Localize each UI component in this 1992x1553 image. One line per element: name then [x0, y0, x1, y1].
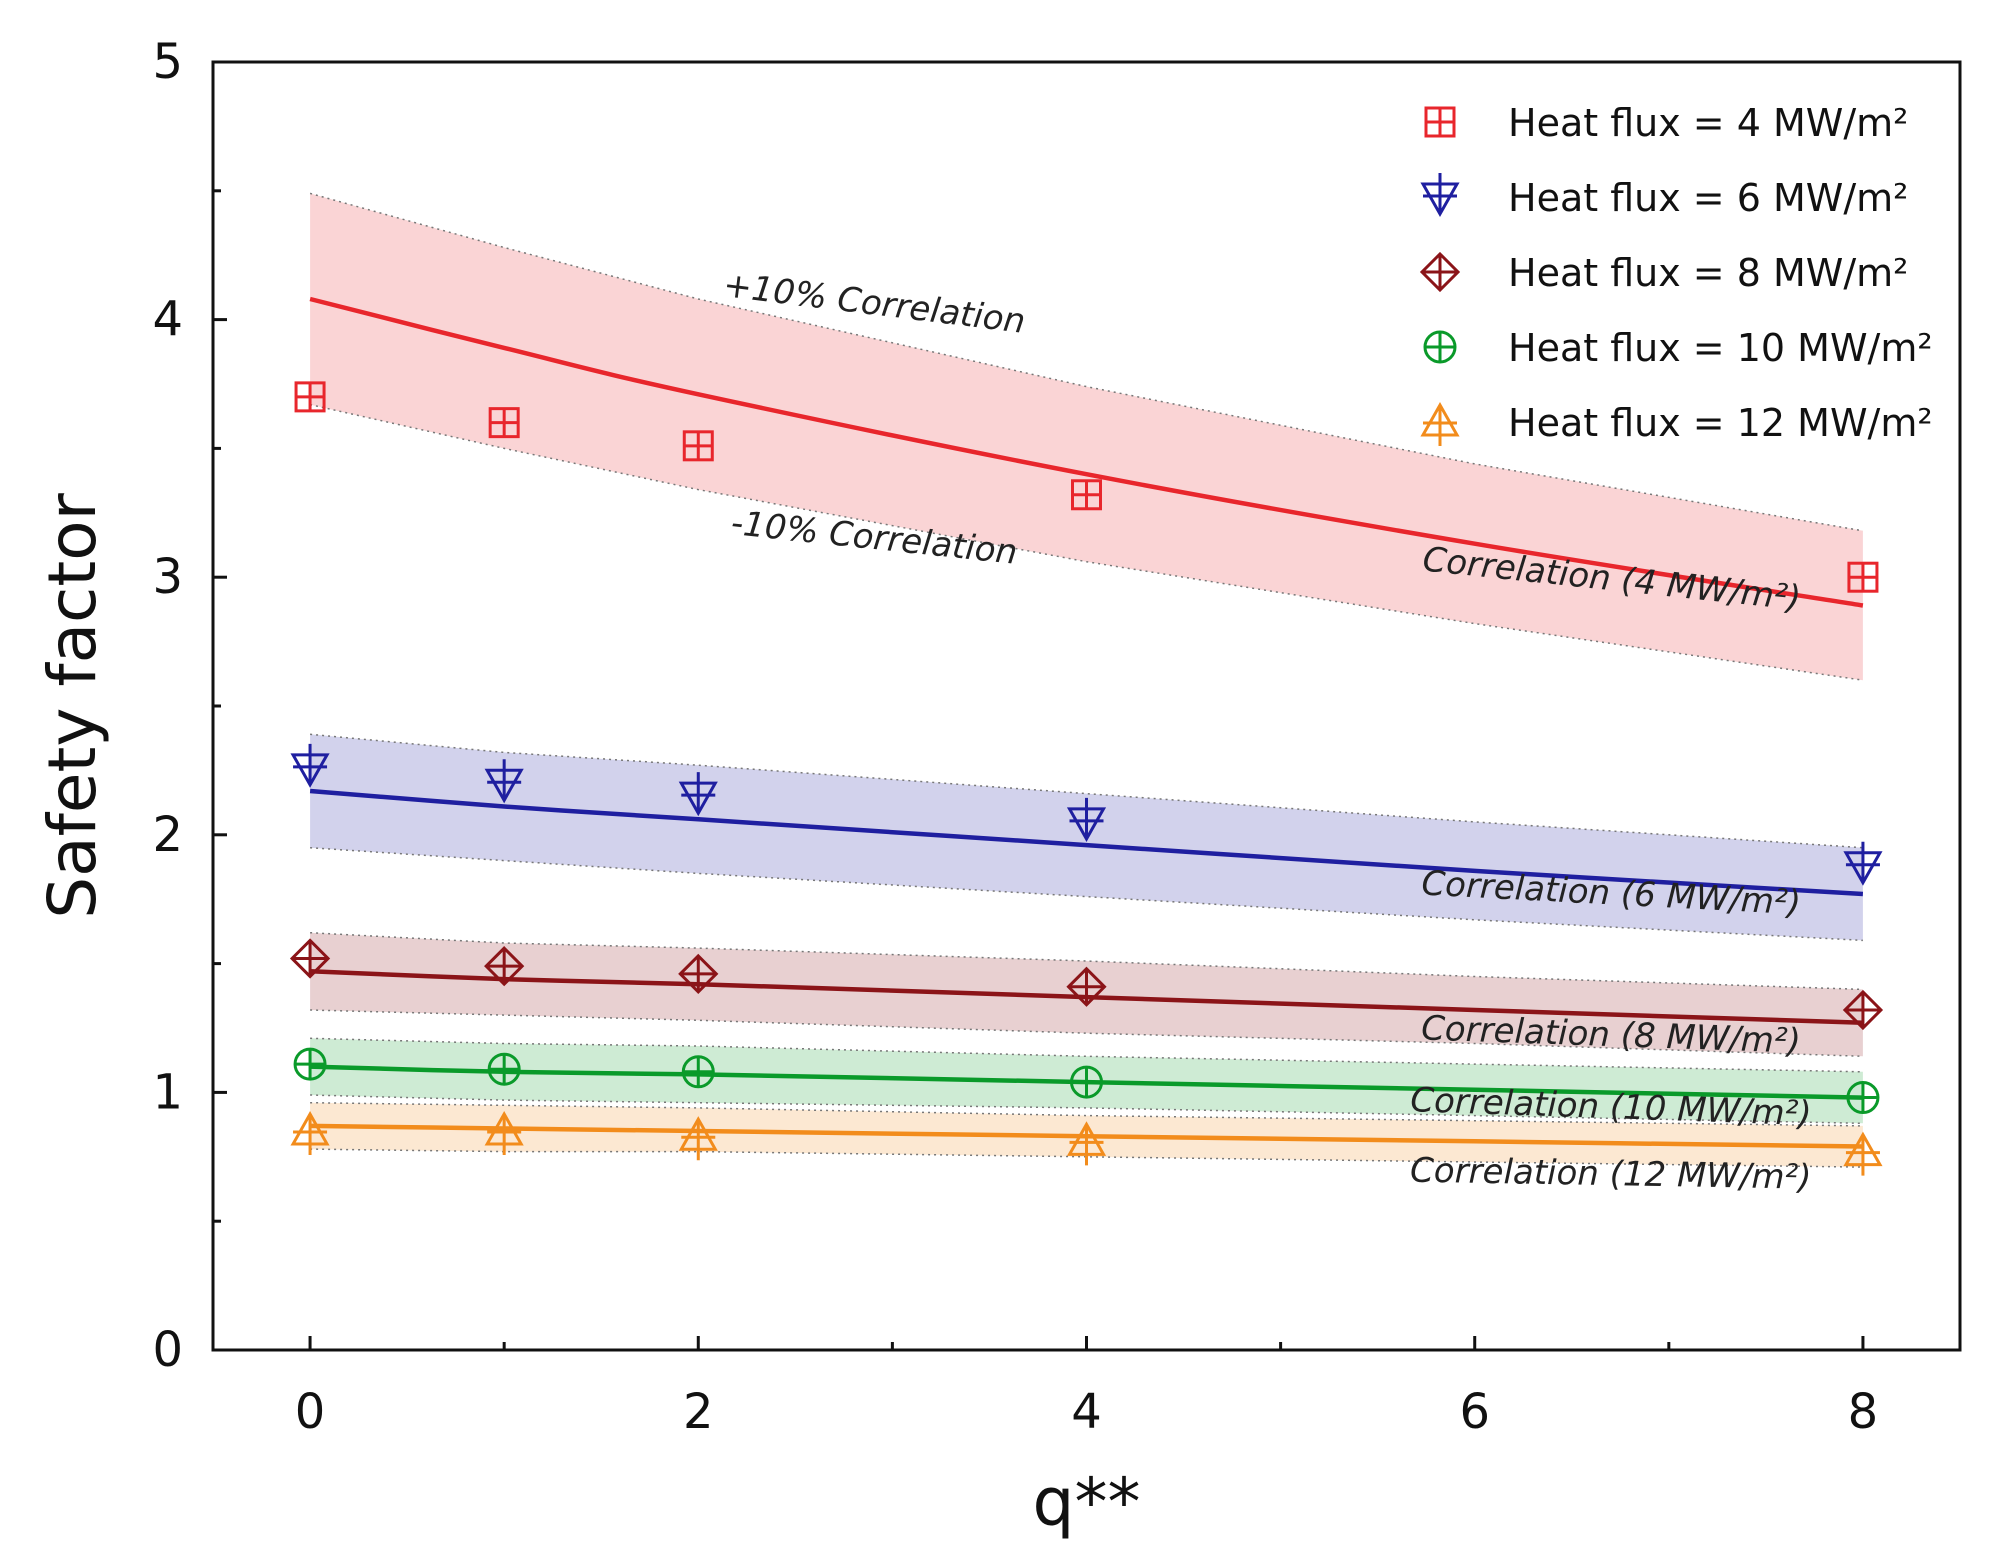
- marker-cross: [293, 743, 328, 785]
- marker-cross: [489, 1054, 520, 1085]
- legend-label-series-3: Heat flux = 10 MW/m²: [1508, 326, 1933, 370]
- data-point-series-1-2: [678, 772, 718, 817]
- y-tick-label-4: 4: [152, 292, 183, 348]
- marker-cross: [1071, 1067, 1102, 1098]
- marker-cross: [1069, 1124, 1104, 1166]
- data-point-series-0-3: [1071, 479, 1102, 511]
- legend: Heat flux = 4 MW/m² Heat flux = 6 MW/m² He…: [1419, 101, 1933, 446]
- y-axis-title: Safety factor: [34, 492, 111, 918]
- data-point-series-3-1: [487, 1052, 521, 1086]
- marker-cross: [681, 1119, 716, 1161]
- legend-label-series-2: Heat flux = 8 MW/m²: [1508, 251, 1908, 295]
- x-tick-label-3: 6: [1459, 1384, 1490, 1440]
- band-minus-boundary-series-1: [310, 846, 1863, 942]
- marker-cross: [1422, 254, 1458, 290]
- marker-cross: [680, 955, 717, 992]
- data-point-series-1-3: [1066, 797, 1107, 842]
- y-tick-label-1: 1: [152, 1064, 183, 1120]
- x-tick-label-4: 8: [1848, 1384, 1879, 1440]
- data-point-series-3-4: [1846, 1081, 1880, 1115]
- marker-cross: [684, 431, 713, 460]
- y-tick-label-2: 2: [152, 807, 183, 863]
- data-point-series-3-2: [681, 1055, 715, 1089]
- legend-marker-series-0: [1424, 106, 1456, 138]
- marker-cross: [295, 1049, 326, 1080]
- marker-cross: [683, 1056, 714, 1087]
- band-plus-boundary-series-3: [310, 1037, 1863, 1073]
- marker-cross: [1844, 991, 1881, 1028]
- band-minus-boundary-series-0: [309, 403, 1864, 681]
- x-axis-title: q**: [1033, 1464, 1141, 1541]
- legend-marker-series-4: [1420, 401, 1460, 446]
- annotation-correlation-12-mw-m: Correlation (12 MW/m²): [1410, 1151, 1812, 1198]
- data-point-series-2-4: [1842, 989, 1884, 1031]
- marker-shape: [1842, 989, 1884, 1031]
- band-minus-boundary-series-4: [310, 1148, 1863, 1168]
- marker-cross: [1423, 405, 1457, 446]
- correlation-line-series-0: [309, 296, 1864, 608]
- band-minus-boundary-series-2: [310, 1009, 1863, 1058]
- band-plus-boundary-series-4: [310, 1101, 1863, 1127]
- marker-cross: [1847, 1082, 1878, 1113]
- marker-cross: [487, 759, 522, 801]
- marker-cross: [1072, 480, 1101, 509]
- data-point-series-2-1: [484, 946, 525, 987]
- data-point-series-0-1: [488, 407, 520, 439]
- marker-cross: [1845, 841, 1880, 883]
- data-point-series-4-4: [1843, 1131, 1883, 1176]
- legend-label-series-1: Heat flux = 6 MW/m²: [1508, 176, 1908, 220]
- marker-cross: [292, 940, 329, 977]
- marker-cross: [490, 408, 519, 437]
- data-point-series-1-0: [290, 743, 330, 788]
- legend-label-series-0: Heat flux = 4 MW/m²: [1508, 101, 1908, 145]
- legend-marker-series-1: [1420, 173, 1460, 218]
- marker-cross: [1423, 173, 1457, 214]
- band-plus-boundary-series-0: [309, 192, 1864, 532]
- marker-cross: [486, 948, 523, 985]
- data-point-series-0-0: [294, 381, 326, 413]
- data-point-series-3-3: [1070, 1065, 1103, 1099]
- x-tick-label-0: 0: [295, 1384, 326, 1440]
- legend-marker-series-2: [1419, 251, 1461, 293]
- data-point-series-0-4: [1847, 561, 1879, 593]
- y-tick-label-5: 5: [152, 34, 183, 90]
- band-fill-series-0: [310, 193, 1863, 681]
- plot-frame: [211, 60, 1962, 1352]
- marker-cross: [1426, 108, 1454, 136]
- band-plus-boundary-series-2: [310, 931, 1863, 991]
- marker-cross: [296, 382, 325, 411]
- marker-cross: [1845, 1134, 1880, 1176]
- data-point-series-1-4: [1843, 841, 1883, 886]
- data-point-series-4-1: [484, 1110, 524, 1156]
- data-point-series-3-0: [293, 1047, 327, 1081]
- marker-cross: [1848, 563, 1877, 592]
- marker-cross: [487, 1114, 522, 1156]
- band-minus-boundary-series-3: [310, 1094, 1863, 1125]
- marker-cross: [1069, 797, 1104, 839]
- marker-cross: [681, 772, 716, 814]
- x-tick-label-1: 2: [683, 1384, 714, 1440]
- data-point-series-4-2: [678, 1116, 718, 1161]
- band-plus-boundary-series-1: [310, 733, 1863, 849]
- legend-label-series-4: Heat flux = 12 MW/m²: [1508, 401, 1933, 445]
- marker-cross: [1425, 332, 1455, 362]
- data-point-series-4-3: [1066, 1121, 1107, 1166]
- marker-cross: [293, 1114, 328, 1156]
- y-tick-label-3: 3: [152, 549, 183, 605]
- x-tick-label-2: 4: [1071, 1384, 1102, 1440]
- data-point-series-0-2: [682, 430, 714, 462]
- correlation-line-series-1: [309, 788, 1864, 897]
- marker-cross: [1068, 968, 1105, 1005]
- data-point-series-2-0: [289, 938, 331, 979]
- data-point-series-1-1: [484, 759, 524, 804]
- data-point-series-2-2: [678, 953, 719, 995]
- legend-marker-series-3: [1423, 330, 1457, 364]
- data-point-series-4-0: [290, 1110, 330, 1156]
- data-point-series-2-3: [1066, 966, 1107, 1007]
- y-tick-label-0: 0: [152, 1322, 183, 1378]
